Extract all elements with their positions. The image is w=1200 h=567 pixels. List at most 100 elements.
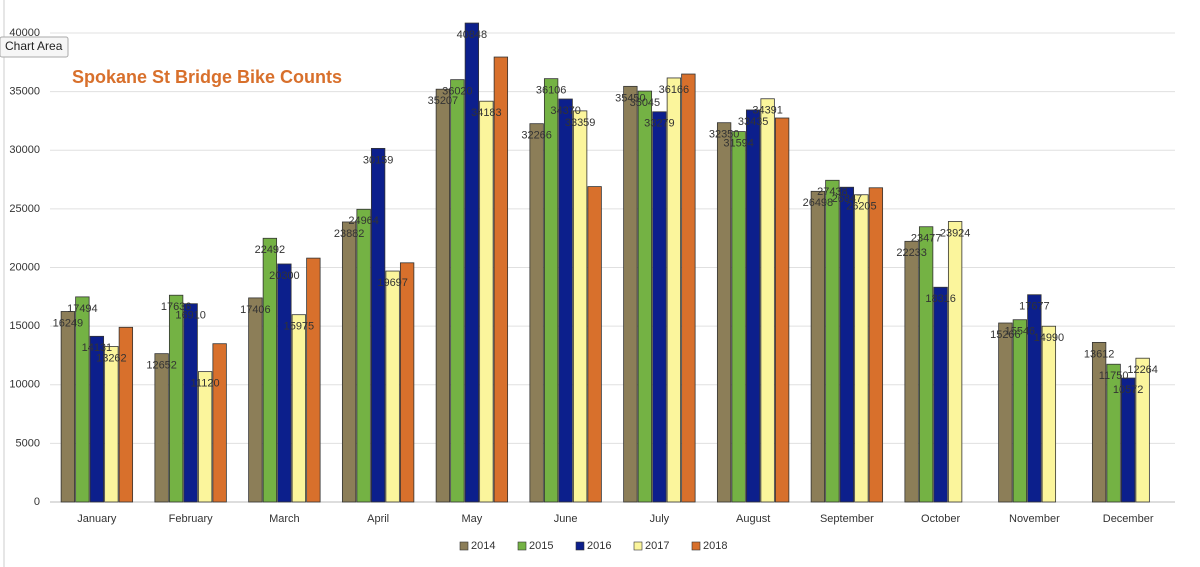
data-label: 23924 <box>940 227 971 239</box>
legend-label: 2018 <box>703 540 727 552</box>
data-label: 34370 <box>550 105 581 117</box>
data-label: 12652 <box>146 360 177 372</box>
x-tick-label: February <box>169 513 214 525</box>
y-tick-label: 35000 <box>9 86 40 98</box>
bar <box>385 270 400 503</box>
bar <box>1091 341 1107 503</box>
legend-label: 2015 <box>529 540 553 552</box>
bar <box>839 186 855 503</box>
bar <box>558 98 573 503</box>
chart-title: Spokane St Bridge Bike Counts <box>72 67 342 87</box>
bar <box>904 240 919 503</box>
data-label: 17494 <box>67 303 98 315</box>
data-label: 20300 <box>269 270 300 282</box>
data-label: 22492 <box>255 244 286 256</box>
data-label: 27438 <box>817 186 848 198</box>
bar <box>183 303 198 503</box>
bar <box>745 109 761 503</box>
data-label: 17406 <box>240 304 271 316</box>
data-label: 15546 <box>1005 326 1036 338</box>
x-tick-label: May <box>461 513 482 525</box>
bar <box>1027 294 1042 503</box>
bar <box>623 85 638 503</box>
bar <box>89 335 105 503</box>
bar <box>479 100 494 503</box>
data-label: 33279 <box>644 118 675 130</box>
bar <box>918 226 934 503</box>
data-label: 13262 <box>96 352 127 364</box>
y-tick-label: 0 <box>34 496 40 508</box>
data-label: 26498 <box>803 197 834 209</box>
legend-label: 2017 <box>645 540 669 552</box>
data-label: 12264 <box>1127 364 1158 376</box>
data-label: 36020 <box>442 86 473 98</box>
bar <box>104 346 119 503</box>
data-label: 35450 <box>615 92 646 104</box>
bar <box>464 22 480 503</box>
data-label: 31594 <box>723 137 754 149</box>
legend-swatch <box>575 541 585 551</box>
data-label: 34391 <box>752 105 783 117</box>
data-label: 13612 <box>1084 348 1115 360</box>
data-label: 36106 <box>536 85 567 97</box>
bar <box>868 187 884 503</box>
data-label: 18316 <box>925 293 956 305</box>
bar <box>543 78 559 503</box>
bar <box>262 237 278 503</box>
data-label: 34183 <box>471 107 502 119</box>
bar <box>291 314 307 503</box>
bar <box>1106 363 1121 503</box>
bar <box>154 353 169 503</box>
bar <box>450 79 465 503</box>
data-label: 30159 <box>363 154 394 166</box>
data-label: 14131 <box>82 342 113 354</box>
y-tick-label: 30000 <box>9 144 40 156</box>
x-tick-label: August <box>736 513 770 525</box>
bar <box>760 98 775 503</box>
x-tick-label: October <box>921 513 960 525</box>
data-label: 16910 <box>175 310 206 322</box>
bar <box>716 122 732 503</box>
y-tick-label: 15000 <box>9 320 40 332</box>
bar <box>399 262 415 503</box>
bar <box>666 77 682 503</box>
bar <box>1012 319 1028 503</box>
legend-swatch <box>517 541 527 551</box>
bar <box>197 371 213 503</box>
legend-swatch <box>633 541 643 551</box>
data-label: 11120 <box>191 378 220 390</box>
bar <box>341 221 357 503</box>
y-tick-label: 5000 <box>16 437 40 449</box>
bar <box>774 117 790 503</box>
bar <box>306 257 321 503</box>
bar <box>435 88 451 503</box>
bar <box>168 294 184 503</box>
data-label: 32350 <box>709 129 740 141</box>
data-label: 19697 <box>377 277 408 289</box>
bar <box>652 111 667 503</box>
bar <box>933 286 948 503</box>
bar <box>637 90 653 503</box>
data-label: 11750 <box>1099 370 1129 382</box>
data-label: 17636 <box>161 301 192 313</box>
bar <box>998 322 1013 503</box>
data-label: 32266 <box>521 130 552 142</box>
data-label: 15975 <box>284 321 315 333</box>
data-label: 35207 <box>428 95 459 107</box>
data-label: 35045 <box>630 97 661 109</box>
bar <box>587 186 602 503</box>
bar <box>1135 357 1150 503</box>
y-tick-label: 40000 <box>9 27 40 39</box>
legend-swatch <box>459 541 469 551</box>
data-label: 33359 <box>565 117 596 129</box>
data-label: 26847 <box>832 193 863 205</box>
data-label: 23882 <box>334 228 365 240</box>
bar <box>60 311 76 503</box>
bar <box>370 147 386 503</box>
legend-label: 2016 <box>587 540 611 552</box>
data-label: 16249 <box>53 317 84 329</box>
bar <box>825 179 840 503</box>
x-tick-label: January <box>77 513 117 525</box>
